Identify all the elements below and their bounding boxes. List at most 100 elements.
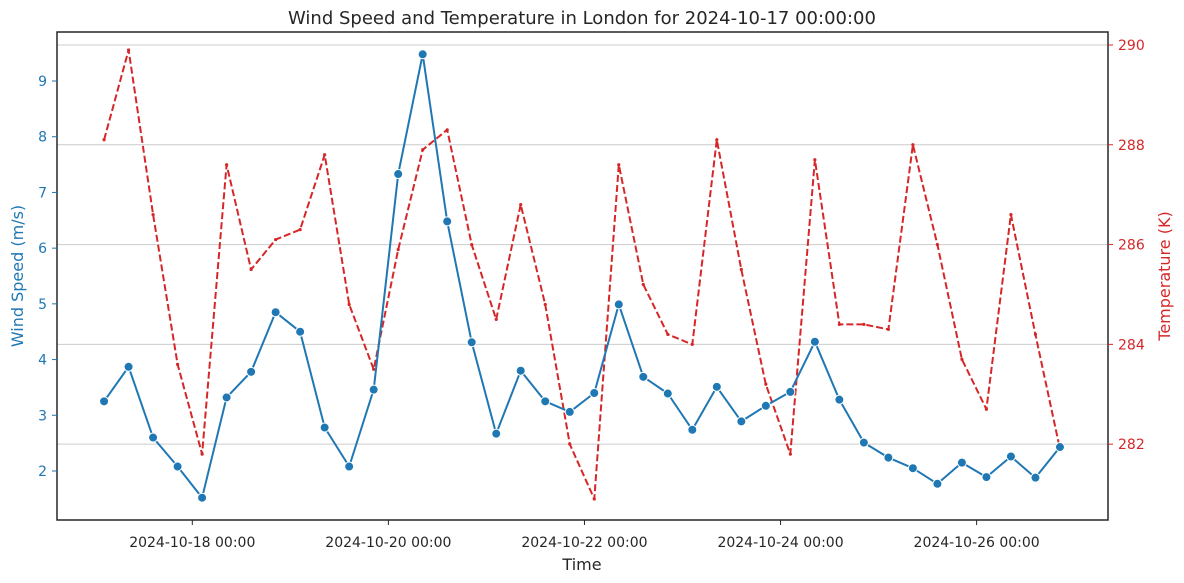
wind-speed-point-7 [270,307,281,318]
series-layer [99,48,1065,503]
wind-speed-point-21 [613,299,624,310]
temperature-point-20 [592,497,596,501]
temperature-point-31 [862,322,866,327]
wind-speed-point-19 [564,406,575,417]
wind-speed-point-23 [662,388,673,399]
wind-speed-point-25 [711,381,722,392]
right-axis-label: Temperature (K) [1155,211,1174,341]
temperature-point-18 [543,302,547,307]
temperature-point-6 [249,267,253,272]
temperature-point-30 [837,322,841,327]
wind-speed-point-14 [442,216,453,227]
temperature-point-0 [102,138,106,142]
temperature-point-32 [886,327,890,331]
temperature-point-25 [715,138,719,142]
wind-speed-point-20 [589,387,600,398]
wind-speed-point-29 [809,336,820,347]
wind-speed-point-9 [319,422,330,433]
wind-speed-point-10 [344,461,355,472]
temperature-line [103,49,1061,500]
temperature-point-37 [1009,213,1013,217]
left-tick-label-3: 5 [38,297,47,313]
temperature-point-16 [494,317,498,322]
temperature-point-23 [666,332,670,336]
wind-speed-point-1 [123,361,134,372]
temperature-point-8 [298,227,302,232]
temperature-point-10 [347,302,351,307]
chart-title: Wind Speed and Temperature in London for… [288,8,876,29]
wind-speed-point-30 [834,394,845,405]
wind-speed-point-11 [368,384,379,395]
wind-speed-point-35 [956,457,967,468]
temperature-point-9 [323,153,327,157]
temperature-point-36 [984,407,989,411]
temperature-point-3 [175,362,180,366]
wind-speed-point-32 [883,452,894,463]
plot-frame [56,31,1109,521]
temperature-point-12 [396,247,400,252]
wind-speed-point-39 [1054,442,1065,453]
wind-speed-point-16 [491,428,502,439]
wind-speed-point-28 [785,386,796,397]
left-tick-label-4: 6 [38,241,47,257]
temperature-point-1 [126,48,131,52]
wind-speed-point-26 [736,416,747,427]
x-tick-label-3: 2024-10-24 00:00 [717,535,843,551]
wind-speed-point-6 [246,366,257,377]
temperature-point-11 [372,367,376,371]
right-axis: 282 284 286 288 290 [1108,38,1145,453]
wind-speed-point-22 [638,371,649,382]
temperature-point-22 [641,282,645,287]
left-tick-label-1: 3 [38,408,47,424]
right-tick-label-2: 286 [1118,238,1145,254]
wind-speed-point-4 [197,492,208,503]
wind-speed-point-36 [981,472,992,483]
temperature-point-27 [764,382,768,386]
right-tick-label-4: 290 [1118,38,1145,54]
left-tick-label-5: 7 [38,185,47,201]
x-tick-label-0: 2024-10-18 00:00 [129,535,255,551]
wind-speed-point-17 [515,365,526,376]
temperature-point-2 [151,213,155,217]
wind-speed-point-33 [907,463,918,474]
temperature-point-26 [739,267,743,272]
wind-speed-point-31 [858,437,869,448]
temperature-point-29 [813,158,817,162]
wind-speed-point-18 [540,396,551,407]
x-tick-label-2: 2024-10-22 00:00 [521,535,647,551]
wind-speed-point-24 [687,424,698,435]
right-tick-label-1: 284 [1118,337,1145,353]
temperature-point-7 [274,237,278,242]
left-axis: 2 3 4 5 6 7 8 9 [38,74,57,480]
temperature-point-13 [421,148,425,152]
temperature-point-35 [960,357,964,361]
wind-speed-point-0 [99,396,110,407]
temperature-point-38 [1033,332,1038,336]
temperature-point-14 [445,128,449,132]
temperature-point-5 [225,163,229,167]
wind-speed-line [103,53,1061,499]
left-axis-label: Wind Speed (m/s) [8,205,27,347]
temperature-point-17 [519,203,523,207]
left-tick-label-0: 2 [38,464,47,480]
wind-speed-point-13 [417,49,428,60]
left-tick-label-6: 8 [38,130,47,146]
temperature-point-21 [617,163,621,167]
wind-speed-point-8 [295,326,306,337]
wind-speed-point-12 [393,169,404,180]
temperature-point-33 [911,143,915,147]
wind-speed-point-2 [148,432,159,443]
right-tick-label-3: 288 [1118,138,1145,154]
temperature-point-4 [200,452,204,456]
wind-speed-point-5 [221,392,232,403]
grid [57,44,1108,445]
right-tick-label-0: 282 [1118,437,1145,453]
left-tick-label-7: 9 [38,74,47,90]
wind-speed-point-38 [1030,472,1041,483]
left-tick-label-2: 4 [38,353,47,369]
wind-speed-point-15 [466,337,477,348]
temperature-point-15 [470,242,474,247]
temperature-point-24 [690,342,694,346]
temperature-point-28 [788,452,792,456]
